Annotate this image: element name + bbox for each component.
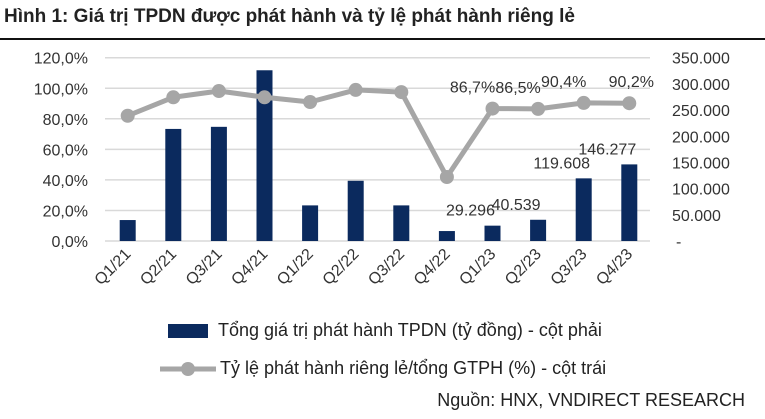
left-tick-label: 0,0% bbox=[52, 234, 88, 251]
bar-data-label: 29.296 bbox=[446, 203, 495, 220]
right-tick-label: 100.000 bbox=[672, 182, 730, 199]
bar-data-label: 119.608 bbox=[533, 155, 590, 172]
right-tick-label: 50.000 bbox=[672, 208, 721, 225]
line-data-label: 90,2% bbox=[609, 74, 654, 91]
x-tick-label: Q1/21 bbox=[92, 246, 135, 289]
x-tick-label: Q3/21 bbox=[183, 246, 226, 289]
left-tick-label: 80,0% bbox=[43, 112, 88, 129]
line-point-Q4/23 bbox=[622, 96, 637, 111]
line-point-Q1/22 bbox=[303, 94, 318, 109]
left-tick-label: 100,0% bbox=[34, 81, 88, 98]
bar-Q3/21 bbox=[210, 126, 227, 241]
legend-bar-label: Tổng giá trị phát hành TPDN (tỷ đồng) - … bbox=[218, 320, 602, 340]
line-point-Q3/23 bbox=[576, 95, 591, 110]
line-point-Q4/21 bbox=[257, 90, 272, 105]
line-point-Q2/21 bbox=[166, 90, 181, 105]
x-tick-label: Q1/23 bbox=[456, 246, 499, 289]
line-data-label: 86,5% bbox=[495, 80, 540, 97]
legend-line-swatch bbox=[160, 361, 216, 376]
x-tick-label: Q1/22 bbox=[274, 246, 317, 289]
bar-Q2/23 bbox=[530, 219, 547, 241]
line-point-Q1/21 bbox=[120, 108, 135, 123]
legend-bar-swatch bbox=[168, 323, 208, 338]
x-tick-label: Q2/22 bbox=[320, 246, 363, 289]
line-point-Q3/21 bbox=[211, 83, 226, 98]
x-tick-label: Q3/23 bbox=[548, 246, 591, 289]
bar-Q4/22 bbox=[438, 231, 455, 241]
bar-Q1/23 bbox=[484, 225, 501, 241]
line-point-Q3/22 bbox=[394, 85, 409, 100]
line-data-label: 86,7% bbox=[450, 80, 495, 97]
right-tick-label: 300.000 bbox=[672, 77, 730, 94]
source-note: Nguồn: HNX, VNDIRECT RESEARCH bbox=[437, 390, 745, 410]
legend-line-label: Tỷ lệ phát hành riêng lẻ/tổng GTPH (%) -… bbox=[220, 358, 607, 378]
left-tick-label: 60,0% bbox=[43, 142, 88, 159]
x-tick-label: Q4/22 bbox=[411, 246, 454, 289]
right-tick-label: - bbox=[676, 234, 681, 251]
bar-Q1/22 bbox=[302, 205, 319, 241]
bar-Q4/21 bbox=[256, 70, 273, 242]
legend-bar: Tổng giá trị phát hành TPDN (tỷ đồng) - … bbox=[168, 320, 602, 341]
line-point-Q4/22 bbox=[439, 169, 454, 184]
left-tick-label: 20,0% bbox=[43, 203, 88, 220]
chart-title: Hình 1: Giá trị TPDN được phát hành và t… bbox=[4, 6, 575, 27]
bar-Q3/22 bbox=[393, 205, 410, 241]
right-tick-label: 250.000 bbox=[672, 103, 730, 120]
bar-Q1/21 bbox=[119, 220, 136, 241]
right-tick-label: 200.000 bbox=[672, 129, 730, 146]
bar-Q2/21 bbox=[165, 128, 182, 241]
x-tick-label: Q3/22 bbox=[365, 246, 408, 289]
legend-line: Tỷ lệ phát hành riêng lẻ/tổng GTPH (%) -… bbox=[160, 358, 606, 379]
line-point-Q2/22 bbox=[348, 82, 363, 97]
line-point-Q2/23 bbox=[531, 101, 546, 116]
right-tick-label: 150.000 bbox=[672, 155, 730, 172]
line-data-label: 90,4% bbox=[541, 74, 586, 91]
left-tick-label: 120,0% bbox=[34, 51, 88, 68]
left-tick-label: 40,0% bbox=[43, 173, 88, 190]
bar-Q2/22 bbox=[347, 180, 364, 241]
x-tick-label: Q4/23 bbox=[593, 246, 636, 289]
bar-data-label: 40.539 bbox=[492, 197, 541, 214]
x-tick-label: Q4/21 bbox=[228, 246, 271, 289]
x-tick-label: Q2/21 bbox=[137, 246, 180, 289]
title-divider bbox=[0, 38, 765, 40]
x-tick-label: Q2/23 bbox=[502, 246, 545, 289]
line-point-Q1/23 bbox=[485, 101, 500, 116]
line-series bbox=[126, 87, 630, 180]
right-tick-label: 350.000 bbox=[672, 51, 730, 68]
bar-Q3/23 bbox=[575, 178, 592, 241]
bar-Q4/23 bbox=[621, 164, 638, 241]
bar-data-label: 146.277 bbox=[578, 141, 636, 158]
